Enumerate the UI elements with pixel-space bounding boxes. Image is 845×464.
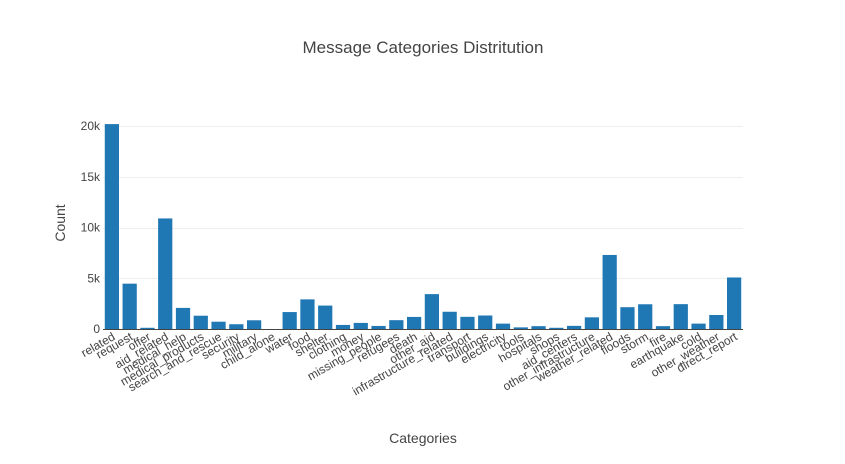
bar-search-and-rescue[interactable] bbox=[211, 321, 226, 329]
bar-death[interactable] bbox=[407, 316, 422, 329]
bar-layer bbox=[104, 124, 742, 329]
bar-food[interactable] bbox=[300, 299, 315, 329]
grid-layer bbox=[103, 126, 743, 279]
bar-security[interactable] bbox=[229, 324, 244, 329]
bar-clothing[interactable] bbox=[335, 324, 351, 329]
chart-title: Message Categories Distritution bbox=[303, 38, 544, 57]
bar-medical-help[interactable] bbox=[175, 307, 191, 329]
y-tick-label: 0 bbox=[93, 322, 100, 336]
bar-shelter[interactable] bbox=[318, 305, 333, 329]
bar-cold[interactable] bbox=[691, 323, 706, 329]
x-axis-title: Categories bbox=[389, 430, 457, 446]
bar-aid-centers[interactable] bbox=[567, 325, 582, 329]
bar-offer[interactable] bbox=[140, 327, 155, 329]
bar-transport[interactable] bbox=[460, 316, 475, 329]
bar-money[interactable] bbox=[353, 322, 368, 329]
bar-missing-people[interactable] bbox=[371, 325, 386, 329]
bar-electricity[interactable] bbox=[495, 323, 511, 329]
bar-infrastructure-related[interactable] bbox=[442, 311, 457, 329]
x-tick-labels: relatedrequestofferaid_relatedmedical_he… bbox=[79, 329, 741, 398]
bar-related[interactable] bbox=[104, 124, 119, 329]
bar-water[interactable] bbox=[282, 312, 297, 329]
bar-military[interactable] bbox=[247, 320, 262, 329]
bar-other-aid[interactable] bbox=[424, 294, 439, 329]
y-tick-label: 15k bbox=[81, 170, 101, 184]
bar-buildings[interactable] bbox=[478, 315, 493, 329]
y-tick-label: 10k bbox=[81, 221, 101, 235]
bar-refugees[interactable] bbox=[389, 320, 404, 329]
bar-shops[interactable] bbox=[549, 327, 564, 329]
y-tick-labels: 0 5k 10k 15k 20k bbox=[81, 119, 101, 336]
y-tick-label: 5k bbox=[87, 271, 101, 285]
bar-hospitals[interactable] bbox=[531, 326, 546, 329]
bar-weather-related[interactable] bbox=[602, 254, 617, 329]
bar-earthquake[interactable] bbox=[673, 304, 688, 329]
bar-request[interactable] bbox=[122, 283, 137, 329]
bar-direct-report[interactable] bbox=[727, 277, 742, 329]
bar-aid-related[interactable] bbox=[158, 218, 173, 329]
bar-medical-products[interactable] bbox=[193, 315, 208, 329]
bar-other-infrastructure[interactable] bbox=[584, 317, 599, 329]
y-axis-title: Count bbox=[52, 204, 68, 241]
bar-storm[interactable] bbox=[638, 304, 653, 329]
bar-tools[interactable] bbox=[513, 327, 528, 329]
y-tick-label: 20k bbox=[81, 119, 101, 133]
bar-fire[interactable] bbox=[655, 326, 671, 329]
bar-floods[interactable] bbox=[620, 307, 635, 329]
bar-other-weather[interactable] bbox=[709, 315, 724, 329]
